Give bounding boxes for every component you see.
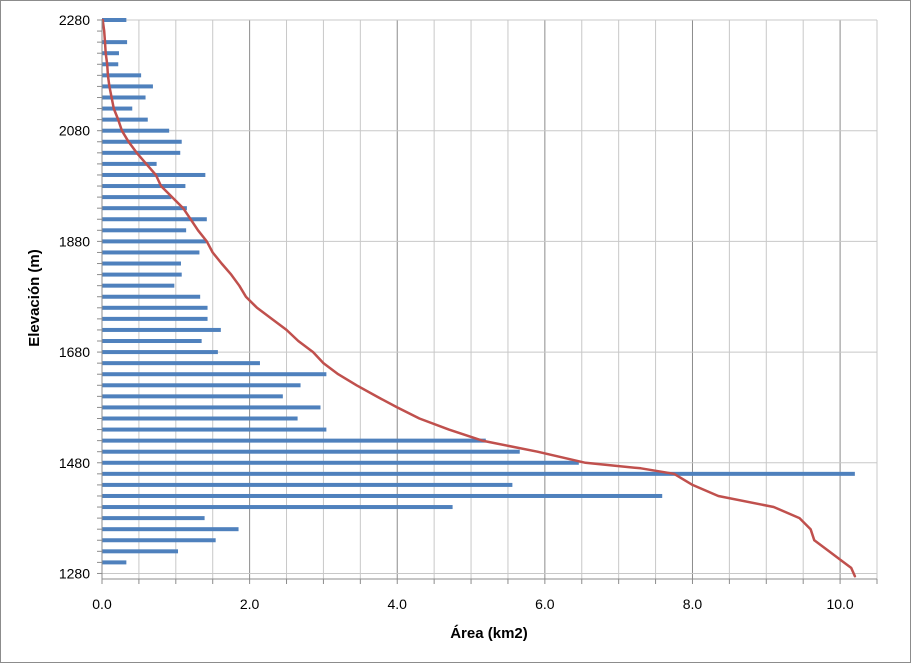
bar — [102, 327, 221, 332]
bar — [102, 449, 520, 454]
bar — [102, 172, 206, 177]
x-axis-title: Área (km2) — [450, 625, 528, 642]
bar — [102, 316, 208, 321]
bar — [102, 62, 119, 67]
y-tick-label: 2280 — [59, 12, 90, 28]
bar — [102, 294, 201, 299]
bar — [102, 549, 179, 554]
x-tick-label: 2.0 — [240, 596, 260, 612]
axes-layer — [97, 19, 878, 584]
bar — [102, 350, 218, 355]
bar — [102, 261, 181, 266]
bar — [102, 106, 133, 111]
bar — [102, 416, 298, 421]
bar — [102, 206, 187, 211]
y-tick-label: 2080 — [59, 123, 90, 139]
bar — [102, 394, 283, 399]
bar — [102, 195, 172, 200]
bar — [102, 250, 200, 255]
bar — [102, 239, 207, 244]
bar — [102, 84, 153, 89]
line-layer — [101, 18, 857, 578]
bar — [102, 372, 327, 377]
bar — [102, 51, 119, 56]
labels-layer: 0.0 2.0 4.0 6.0 8.0 10.0 1280 1480 1680 1880 2080 2… — [59, 12, 854, 612]
bar — [102, 150, 181, 155]
bar — [102, 427, 327, 432]
bar — [102, 272, 182, 277]
bar — [102, 505, 453, 510]
x-tick-label: 10.0 — [826, 596, 853, 612]
bar — [102, 405, 321, 410]
x-tick-label: 4.0 — [388, 596, 408, 612]
bar — [102, 527, 239, 532]
bar — [102, 117, 148, 122]
bar — [102, 217, 207, 222]
bars-layer — [102, 18, 855, 565]
bar — [102, 460, 579, 465]
bar — [102, 305, 208, 310]
bar — [102, 95, 146, 100]
x-tick-label: 0.0 — [92, 596, 112, 612]
bar — [102, 482, 513, 487]
bar — [102, 560, 127, 565]
y-tick-label: 1280 — [59, 565, 90, 581]
bar — [102, 228, 187, 233]
bar — [102, 471, 855, 476]
hypsometric-curve-line — [101, 18, 857, 578]
bar — [102, 18, 127, 22]
y-tick-label: 1680 — [59, 344, 90, 360]
x-tick-label: 6.0 — [535, 596, 555, 612]
bar — [102, 383, 301, 388]
bar — [102, 361, 260, 366]
bar — [102, 516, 205, 521]
x-tick-label: 8.0 — [683, 596, 703, 612]
bar — [102, 538, 216, 543]
bar — [102, 493, 663, 498]
bar — [102, 40, 128, 45]
bar — [102, 139, 182, 144]
bar — [102, 184, 186, 189]
bar — [102, 73, 142, 78]
bar — [102, 161, 157, 166]
bar — [102, 283, 175, 288]
y-axis-title: Elevación (m) — [26, 249, 43, 347]
y-tick-label: 1480 — [59, 455, 90, 471]
bar — [102, 128, 170, 133]
y-tick-label: 1880 — [59, 233, 90, 249]
bar — [102, 438, 486, 443]
bar — [102, 339, 202, 344]
